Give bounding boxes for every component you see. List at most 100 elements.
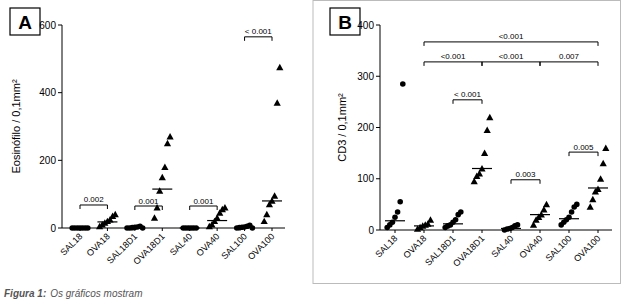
x-tick-label: OVA100	[246, 231, 277, 262]
y-tick	[58, 25, 62, 26]
significance-bracket	[482, 62, 540, 66]
significance-bracket	[540, 62, 598, 66]
p-value-label: <0.001	[441, 52, 466, 61]
panel-letter: A	[18, 12, 32, 33]
point	[543, 201, 550, 207]
significance-bracket	[424, 42, 598, 46]
median-line	[180, 227, 200, 228]
marks	[69, 64, 283, 231]
y-tick	[376, 230, 380, 231]
point	[159, 174, 166, 180]
p-value-label: <0.001	[499, 32, 524, 41]
y-tick	[58, 160, 62, 161]
point	[597, 175, 604, 181]
median-line	[443, 223, 463, 224]
point	[161, 164, 168, 170]
median-line	[97, 221, 117, 222]
point	[587, 203, 594, 209]
x-tick	[107, 228, 108, 231]
point	[250, 225, 256, 231]
panel: A 0 200 400 600 Eosinófilo / 0,1mm² SAL18 OVA18…	[10, 8, 285, 267]
significance-bracket	[245, 37, 272, 41]
median-line	[530, 214, 550, 215]
point	[221, 204, 228, 210]
y-tick-label: 600	[39, 20, 56, 31]
p-value-label: 0.005	[573, 143, 594, 152]
point	[276, 64, 283, 70]
point	[151, 214, 158, 220]
x-tick	[395, 230, 396, 233]
y-tick-label: 0	[368, 225, 374, 236]
point	[156, 187, 163, 193]
p-value-label: < 0.001	[245, 27, 272, 36]
point	[453, 217, 459, 223]
p-value-label: 0.001	[193, 197, 214, 206]
median-line	[207, 220, 227, 221]
panel-letter-box	[330, 8, 360, 35]
significance-bracket	[135, 206, 162, 210]
p-value-label: 0.003	[515, 170, 536, 179]
y-tick-label: 0	[50, 223, 56, 234]
x-tick-label: SAL100	[219, 231, 249, 261]
significance-bracket	[511, 180, 540, 184]
p-value-label: <0.001	[499, 52, 524, 61]
x-tick-label: SAL18	[58, 231, 84, 257]
median-line	[414, 225, 434, 226]
y-tick-label: 100	[357, 173, 374, 184]
y-tick-label: 300	[357, 71, 374, 82]
y-axis-title: CD3 / 0,1mm²	[336, 93, 348, 162]
significance-bracket	[453, 100, 482, 104]
median-line	[152, 188, 172, 189]
y-tick	[58, 228, 62, 229]
x-tick-label: OVA40	[194, 231, 221, 258]
point	[164, 140, 171, 146]
point	[594, 185, 601, 191]
y-tick	[376, 127, 380, 128]
point	[515, 222, 521, 228]
point	[271, 192, 278, 198]
significance-bracket	[190, 206, 217, 210]
x-tick	[453, 230, 454, 233]
point	[484, 126, 491, 132]
caption-text: Os gráficos mostram	[50, 288, 142, 299]
significance-bracket	[424, 62, 482, 66]
panel-frame	[313, 1, 621, 284]
median-line	[501, 228, 521, 229]
median-line	[559, 218, 579, 219]
point	[112, 211, 119, 217]
point	[400, 81, 406, 87]
x-tick	[598, 230, 599, 233]
y-tick	[376, 76, 380, 77]
panel-letter: B	[338, 12, 352, 33]
y-tick-label: 400	[39, 87, 56, 98]
p-value-label: 0.001	[139, 197, 160, 206]
figure: A 0 200 400 600 Eosinófilo / 0,1mm² SAL18 OVA18…	[0, 0, 621, 301]
x-tick	[272, 228, 273, 231]
x-tick-label: OVA100	[572, 233, 603, 264]
x-tick-label: OVA40	[517, 233, 544, 260]
x-tick-label: SAL40	[168, 231, 194, 257]
y-tick-label: 200	[39, 155, 56, 166]
point	[392, 214, 398, 220]
y-axis-title: Eosinófilo / 0,1mm²	[10, 79, 22, 173]
median-line	[235, 227, 255, 228]
y-axis	[62, 25, 63, 228]
x-tick	[424, 230, 425, 233]
x-tick	[482, 230, 483, 233]
significance-bracket	[569, 152, 598, 156]
median-line	[125, 227, 145, 228]
point	[574, 202, 580, 208]
point	[261, 218, 268, 224]
y-tick-label: 200	[357, 122, 374, 133]
x-tick	[217, 228, 218, 231]
y-tick	[376, 25, 380, 26]
panel-letter-box	[10, 8, 40, 35]
x-tick-label: OVA18D1	[131, 231, 166, 266]
y-tick-label: 400	[357, 20, 374, 31]
point	[263, 211, 270, 217]
x-tick-label: SAL18	[373, 233, 399, 259]
x-tick-label: SAL40	[489, 233, 515, 259]
significance-bracket	[80, 205, 107, 209]
point	[166, 133, 173, 139]
point	[274, 99, 281, 105]
